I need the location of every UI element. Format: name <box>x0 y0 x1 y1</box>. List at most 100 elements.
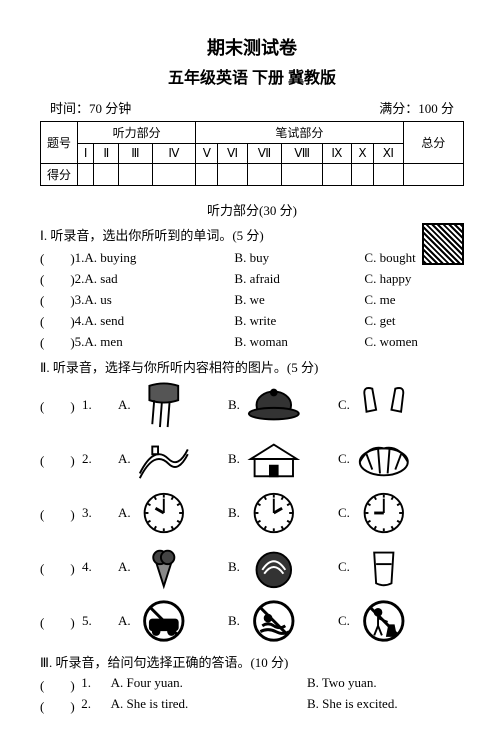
col-7: Ⅶ <box>247 144 282 164</box>
answer-paren[interactable]: ( ) <box>40 450 82 469</box>
option-letter: A. <box>118 559 134 575</box>
item-num: 4. <box>75 313 85 329</box>
s1-item: ( )4.A. sendB. writeC. get <box>40 311 464 330</box>
option-a: A. Four yuan. <box>111 675 307 694</box>
s1-item: ( )1.A. buyingB. buyC. bought <box>40 248 422 267</box>
cap-icon <box>244 380 304 430</box>
option-letter: C. <box>338 559 354 575</box>
item-num: 3. <box>75 292 85 308</box>
option-b: B. afraid <box>234 271 364 287</box>
item-num: 2. <box>81 696 110 715</box>
score-table: 题号 听力部分 笔试部分 总分 Ⅰ Ⅱ Ⅲ Ⅳ Ⅴ Ⅵ Ⅶ Ⅷ Ⅸ Ⅹ Ⅺ 得分 <box>40 121 464 186</box>
answer-paren[interactable]: ( ) <box>40 504 82 523</box>
option-c: C. women <box>364 334 464 350</box>
item-num: 2. <box>75 271 85 287</box>
col-2: Ⅱ <box>94 144 119 164</box>
option-letter: C. <box>338 505 354 521</box>
title-sub: 五年级英语 下册 冀教版 <box>40 64 464 88</box>
s2-item: ( )2.A. B. C. <box>40 434 464 484</box>
s2-item: ( )4.A.B.C. <box>40 542 464 592</box>
stadium-icon <box>354 434 414 484</box>
option-c: C. me <box>364 292 464 308</box>
time-label: 时间：70 分钟 <box>50 98 131 117</box>
option-letter: A. <box>118 451 134 467</box>
col-6: Ⅵ <box>218 144 247 164</box>
col-8: Ⅷ <box>282 144 323 164</box>
clock-10-icon <box>134 488 194 538</box>
item-num: 1. <box>75 250 85 266</box>
option-c: C. get <box>364 313 464 329</box>
title-main: 期末测试卷 <box>40 34 464 60</box>
option-a: A. men <box>84 334 234 350</box>
palace-icon <box>244 434 304 484</box>
score-blank <box>78 164 94 186</box>
option-letter: A. <box>118 505 134 521</box>
answer-paren[interactable]: ( ) <box>40 612 82 631</box>
option-letter: B. <box>228 613 244 629</box>
fullscore-label: 满分：100 分 <box>379 98 454 117</box>
answer-paren[interactable]: ( ) <box>40 248 75 267</box>
s2-item: ( )5.A. B. C. <box>40 596 464 646</box>
answer-paren[interactable]: ( ) <box>40 558 82 577</box>
watermelon-icon <box>244 542 304 592</box>
scarf-icon <box>134 380 194 430</box>
clock-9-icon <box>354 488 414 538</box>
option-letter: A. <box>118 397 134 413</box>
col-3: Ⅲ <box>119 144 152 164</box>
score-rowlabel-1: 题号 <box>41 122 78 164</box>
s3-item: ( )1.A. Four yuan.B. Two yuan. <box>40 675 464 694</box>
option-b: B. write <box>234 313 364 329</box>
col-1: Ⅰ <box>78 144 94 164</box>
answer-paren[interactable]: ( ) <box>40 290 75 309</box>
option-c: C. bought <box>364 250 464 266</box>
option-letter: B. <box>228 451 244 467</box>
s1-instr: Ⅰ. 听录音，选出你所听到的单词。(5 分) <box>40 225 464 244</box>
option-letter: C. <box>338 397 354 413</box>
option-a: A. us <box>84 292 234 308</box>
option-a: A. sad <box>84 271 234 287</box>
listening-header: 听力部分(30 分) <box>40 200 464 219</box>
option-letter: C. <box>338 451 354 467</box>
icecream-icon <box>134 542 194 592</box>
item-num: 3. <box>82 505 118 521</box>
s1-item: ( )2.A. sadB. afraidC. happy <box>40 269 464 288</box>
option-letter: A. <box>118 613 134 629</box>
no-swim-icon <box>244 596 304 646</box>
option-b: B. She is excited. <box>307 696 464 715</box>
option-a: A. She is tired. <box>111 696 307 715</box>
col-4: Ⅳ <box>152 144 196 164</box>
item-num: 4. <box>82 559 118 575</box>
answer-paren[interactable]: ( ) <box>40 332 75 351</box>
option-b: B. Two yuan. <box>307 675 464 694</box>
item-num: 5. <box>82 613 118 629</box>
gloves-icon <box>354 380 414 430</box>
col-11: Ⅺ <box>374 144 403 164</box>
answer-paren[interactable]: ( ) <box>40 311 75 330</box>
option-letter: C. <box>338 613 354 629</box>
water-icon <box>354 542 414 592</box>
answer-paren[interactable]: ( ) <box>40 269 75 288</box>
score-listen-header: 听力部分 <box>78 122 196 144</box>
score-rowlabel-2: 得分 <box>41 164 78 186</box>
col-5: Ⅴ <box>196 144 218 164</box>
option-b: B. we <box>234 292 364 308</box>
s3-item: ( )2.A. She is tired.B. She is excited. <box>40 696 464 715</box>
score-total-header: 总分 <box>403 122 463 164</box>
item-num: 1. <box>81 675 110 694</box>
option-letter: B. <box>228 397 244 413</box>
item-num: 2. <box>82 451 118 467</box>
option-letter: B. <box>228 505 244 521</box>
answer-paren[interactable]: ( ) <box>40 675 81 694</box>
s2-instr: Ⅱ. 听录音，选择与你所听内容相符的图片。(5 分) <box>40 357 464 376</box>
clock-2-icon <box>244 488 304 538</box>
col-9: Ⅸ <box>322 144 351 164</box>
s1-item: ( )3.A. usB. weC. me <box>40 290 464 309</box>
answer-paren[interactable]: ( ) <box>40 696 81 715</box>
s1-item: ( )5.A. menB. womanC. women <box>40 332 464 351</box>
answer-paren[interactable]: ( ) <box>40 396 82 415</box>
item-num: 5. <box>75 334 85 350</box>
option-a: A. buying <box>84 250 234 266</box>
no-car-icon <box>134 596 194 646</box>
score-write-header: 笔试部分 <box>196 122 403 144</box>
option-b: B. buy <box>234 250 364 266</box>
